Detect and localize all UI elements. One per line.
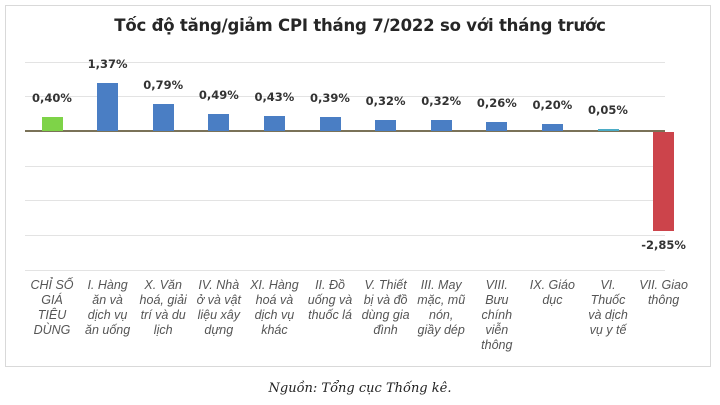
category-label: IX. Giáo dục [529,278,575,307]
chart-title: Tốc độ tăng/giảm CPI tháng 7/2022 so với… [114,16,606,35]
data-label: 1,37% [87,57,128,72]
gridline [25,269,665,271]
category-label: III. May mặc, mũ nón, giầy dép [417,278,466,337]
data-label: 0,79% [143,77,184,92]
data-label: 0,20% [532,98,573,113]
gridline [25,96,665,98]
zero-axis [25,130,665,132]
category-label: VIII. Bưu chính viễn thông [481,278,513,352]
category-label: XI. Hàng hoá và dịch vụ khác [250,278,299,337]
category-label: VI. Thuốc và dịch vụ y tế [588,278,628,337]
category-label: CHỈ SỐ GIÁ TIÊU DÙNG [30,278,74,337]
bar [97,83,119,131]
gridline [25,61,665,63]
bar [430,119,452,131]
gridline [25,200,665,202]
bar [597,129,619,131]
bar [263,116,285,131]
data-label: 0,26% [476,95,517,110]
data-label: 0,32% [421,93,462,108]
data-label: -2,85% [641,237,686,252]
bar [41,117,63,131]
category-label: II. Đồ uống và thuốc lá [307,278,353,322]
bar [486,121,508,131]
data-label: 0,05% [588,103,628,117]
bar [541,124,563,131]
gridline [25,235,665,237]
bar [319,117,341,131]
chart-frame [5,5,711,367]
data-label: 0,39% [310,91,350,106]
bar [653,132,675,231]
data-label: 0,43% [254,90,295,105]
data-label: 0,40% [32,91,72,106]
data-label: 0,49% [198,87,239,102]
category-label: V. Thiết bị và đồ dùng gia đình [361,278,410,337]
bar [152,103,174,131]
bar [375,119,397,131]
category-label: X. Văn hoá, giải trí và du lịch [139,278,187,337]
data-label: 0,32% [365,93,406,108]
bar [208,113,230,131]
category-label: I. Hàng ăn và dịch vụ ăn uống [85,278,131,337]
category-label: VII. Giao thông [639,278,688,307]
gridline [25,165,665,167]
source-caption: Nguồn: Tổng cục Thống kê. [268,381,452,396]
category-label: IV. Nhà ở và vật liệu xây dựng [196,278,241,337]
